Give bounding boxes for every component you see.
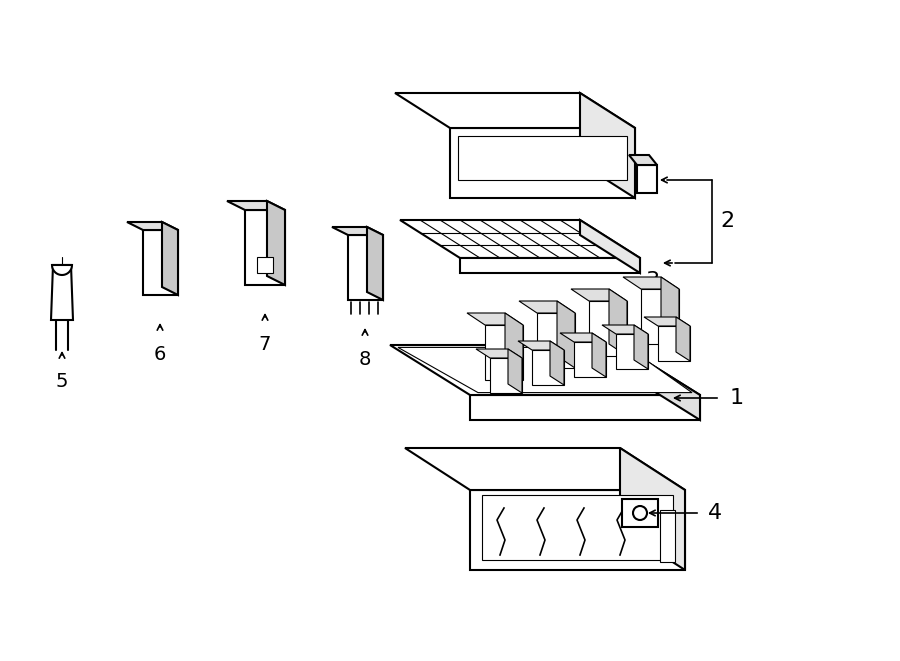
Polygon shape [267, 201, 285, 285]
Polygon shape [644, 317, 690, 326]
Polygon shape [458, 136, 627, 180]
Polygon shape [227, 201, 285, 210]
Text: 7: 7 [259, 335, 271, 354]
Polygon shape [641, 289, 679, 344]
Polygon shape [508, 349, 522, 393]
Polygon shape [620, 448, 685, 570]
Text: 3: 3 [645, 271, 659, 291]
Polygon shape [490, 358, 522, 393]
Polygon shape [580, 93, 635, 198]
Polygon shape [629, 155, 657, 165]
Polygon shape [550, 341, 564, 385]
Text: 6: 6 [154, 345, 166, 364]
Polygon shape [518, 341, 564, 350]
Text: 5: 5 [56, 372, 68, 391]
Polygon shape [470, 395, 700, 420]
Polygon shape [537, 313, 575, 368]
Polygon shape [571, 289, 627, 301]
Polygon shape [470, 490, 685, 570]
Polygon shape [661, 277, 679, 344]
Polygon shape [245, 210, 285, 285]
Polygon shape [602, 325, 648, 334]
Polygon shape [580, 220, 640, 273]
Polygon shape [560, 333, 606, 342]
Text: 1: 1 [730, 388, 744, 408]
Polygon shape [143, 230, 178, 295]
Polygon shape [52, 265, 72, 275]
Polygon shape [348, 235, 383, 300]
Polygon shape [634, 325, 648, 369]
Polygon shape [405, 448, 685, 490]
Polygon shape [476, 349, 522, 358]
Text: 8: 8 [359, 350, 371, 369]
Polygon shape [557, 301, 575, 368]
Text: 4: 4 [708, 503, 722, 523]
Polygon shape [519, 301, 575, 313]
Polygon shape [676, 317, 690, 361]
Polygon shape [398, 348, 692, 393]
Polygon shape [616, 334, 648, 369]
Polygon shape [460, 258, 640, 273]
Polygon shape [482, 495, 673, 560]
Polygon shape [505, 313, 523, 380]
Text: 2: 2 [720, 211, 734, 231]
Polygon shape [592, 333, 606, 377]
Polygon shape [658, 326, 690, 361]
Polygon shape [127, 222, 178, 230]
Polygon shape [609, 289, 627, 356]
Polygon shape [257, 257, 273, 273]
Polygon shape [623, 277, 679, 289]
Polygon shape [395, 93, 635, 128]
Polygon shape [400, 220, 640, 258]
Polygon shape [574, 342, 606, 377]
Polygon shape [332, 227, 383, 235]
Polygon shape [467, 313, 523, 325]
Polygon shape [390, 345, 700, 395]
Polygon shape [622, 499, 658, 527]
Polygon shape [162, 222, 178, 295]
Polygon shape [450, 128, 635, 198]
Polygon shape [660, 510, 675, 562]
Polygon shape [51, 265, 73, 320]
Polygon shape [637, 165, 657, 193]
Polygon shape [367, 227, 383, 300]
Polygon shape [485, 325, 523, 380]
Polygon shape [532, 350, 564, 385]
Polygon shape [620, 345, 700, 420]
Polygon shape [589, 301, 627, 356]
Circle shape [633, 506, 647, 520]
